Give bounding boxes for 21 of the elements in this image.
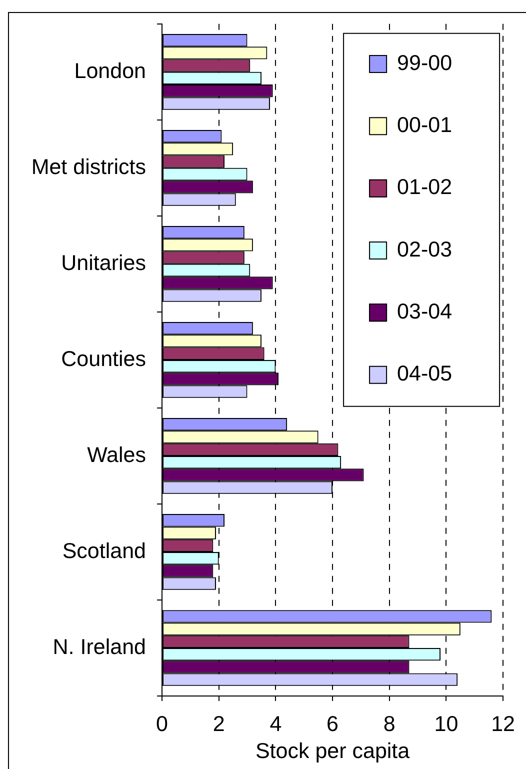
y-tick-label: Unitaries — [61, 250, 146, 275]
x-tick-label: 4 — [270, 712, 282, 736]
legend-label: 01-02 — [397, 175, 452, 200]
y-tick-label: Scotland — [62, 538, 146, 563]
x-tick-label: 0 — [156, 712, 168, 736]
legend-label: 02-03 — [397, 237, 452, 262]
x-tick-label: 6 — [326, 712, 339, 736]
x-tick-label: 12 — [491, 712, 516, 736]
y-tick-label: Met districts — [31, 154, 146, 179]
x-tick-label: 2 — [212, 712, 225, 736]
x-tick-label: 8 — [383, 712, 396, 736]
legend-label: 99-00 — [397, 50, 452, 75]
y-tick-label: Counties — [61, 346, 146, 371]
x-axis-title: Stock per capita — [255, 739, 410, 764]
legend-label: 04-05 — [397, 362, 452, 386]
legend-label: 03-04 — [397, 300, 452, 324]
y-tick-label: Wales — [87, 442, 146, 467]
x-tick-label: 10 — [434, 712, 458, 736]
legend-label: 00-01 — [397, 113, 452, 138]
y-tick-label: N. Ireland — [52, 634, 146, 659]
y-tick-label: London — [74, 58, 146, 83]
